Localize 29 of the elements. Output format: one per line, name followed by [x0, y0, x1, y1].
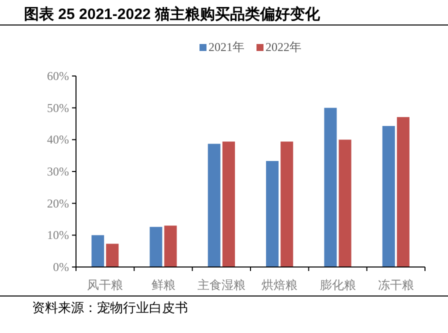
bar — [164, 226, 177, 267]
y-tick-label: 10% — [47, 228, 69, 242]
y-tick-label: 50% — [47, 100, 69, 115]
bar — [150, 226, 162, 267]
y-tick-label: 40% — [47, 132, 69, 147]
y-tick-label: 0% — [53, 260, 69, 274]
bar — [266, 160, 279, 267]
text: 资料来源：宠物行业白皮书 — [32, 300, 188, 315]
x-tick-label: 膨化粮 — [320, 278, 356, 292]
legend-label: 2021年 — [208, 40, 244, 54]
x-tick-label: 风干粮 — [87, 278, 124, 292]
x-tick-label: 烘焙粮 — [262, 278, 298, 292]
legend-label: 2022年 — [266, 40, 302, 54]
bar — [324, 108, 337, 267]
bar — [222, 142, 235, 267]
x-tick-label: 鲜粮 — [151, 278, 176, 292]
bar — [280, 142, 294, 267]
bar — [208, 144, 220, 267]
y-tick-label: 20% — [47, 196, 69, 210]
chart-title: 图表 25 2021-2022 猫主粮购买品类偏好变化 — [24, 5, 321, 23]
bar — [338, 140, 352, 267]
y-tick-label: 30% — [47, 164, 69, 178]
x-tick-label: 冻干粮 — [378, 278, 414, 292]
bar — [382, 126, 395, 267]
bar — [106, 244, 119, 267]
x-tick-label: 主食湿粮 — [197, 278, 246, 292]
bar — [396, 117, 410, 267]
bar — [92, 235, 104, 267]
y-tick-label: 60% — [47, 69, 69, 83]
